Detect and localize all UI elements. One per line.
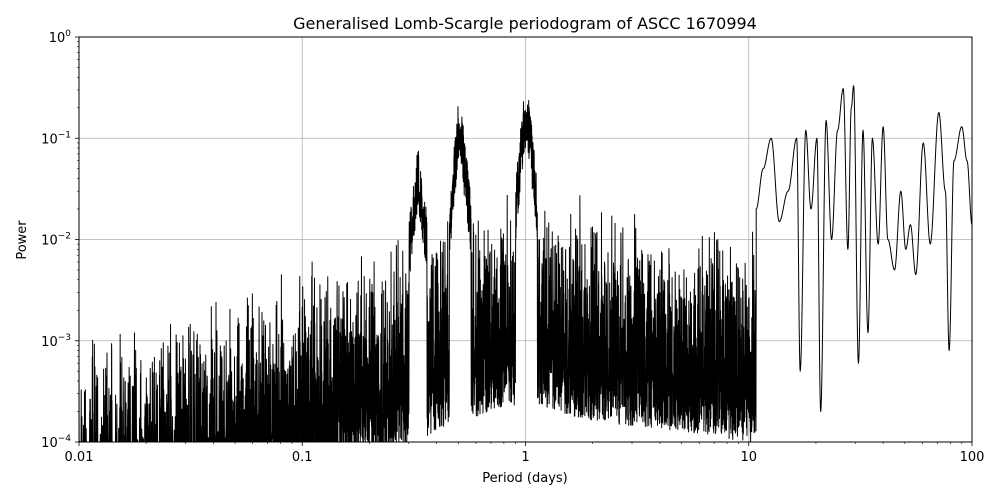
chart-title: Generalised Lomb-Scargle periodogram of …	[293, 14, 757, 33]
y-tick-label: 10−2	[41, 232, 71, 249]
y-axis-label: Power	[15, 220, 30, 260]
x-tick-label: 100	[960, 450, 985, 465]
y-tick-label: 10−4	[41, 434, 71, 451]
x-ticks: 0.01 0.1 1 10 100	[65, 442, 985, 465]
y-tick-label: 10−3	[41, 333, 71, 350]
x-tick-label: 1	[521, 450, 529, 465]
periodogram-line	[78, 85, 973, 443]
y-tick-label: 10−1	[41, 130, 71, 147]
x-tick-label: 0.1	[292, 450, 313, 465]
x-axis-label: Period (days)	[482, 471, 568, 486]
y-tick-label: 100	[49, 29, 72, 46]
x-tick-label: 0.01	[65, 450, 94, 465]
y-ticks: 10−4 10−3 10−2 10−1 100	[41, 29, 79, 451]
x-tick-label: 10	[740, 450, 757, 465]
